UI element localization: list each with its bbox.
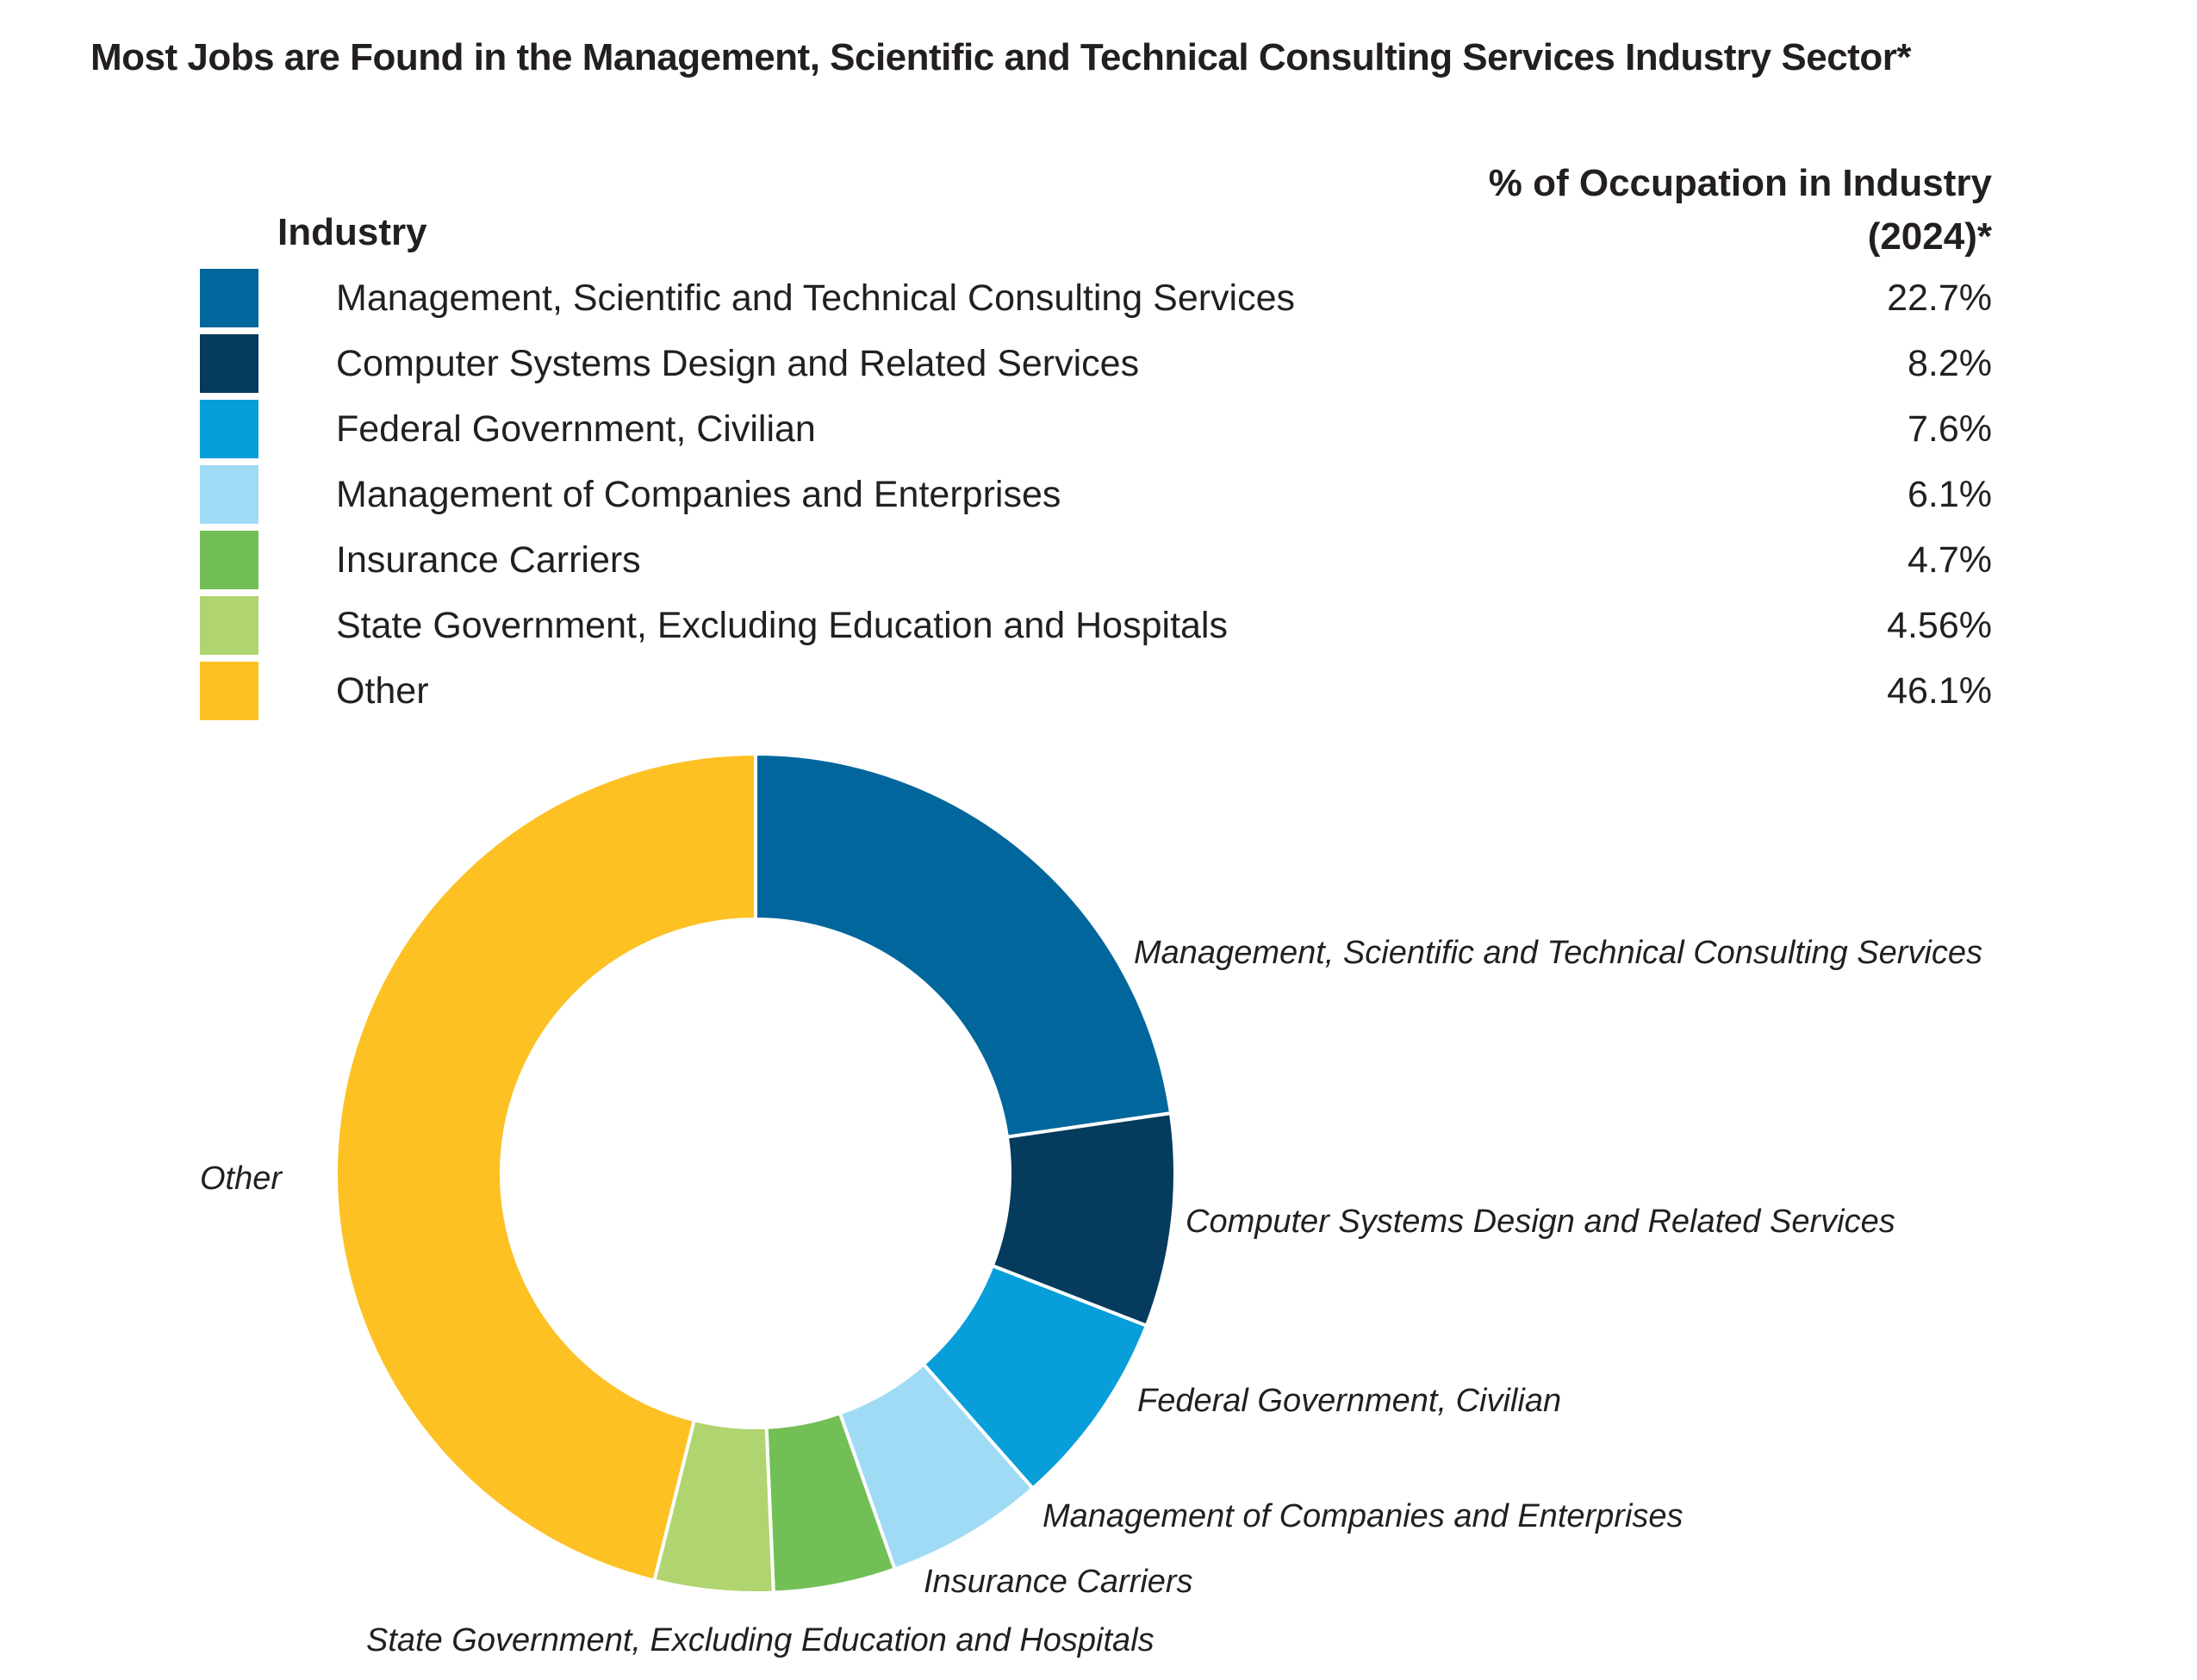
legend-value: 4.56% [1887, 604, 1992, 646]
legend-label: Management of Companies and Enterprises [336, 473, 1061, 515]
legend-label: Federal Government, Civilian [336, 408, 816, 450]
legend-value: 4.7% [1907, 538, 1992, 581]
chart-title: Most Jobs are Found in the Management, S… [90, 36, 1911, 78]
legend-item: Management, Scientific and Technical Con… [200, 265, 1992, 331]
legend-item: State Government, Excluding Education an… [200, 593, 1992, 658]
legend-item: Computer Systems Design and Related Serv… [200, 331, 1992, 396]
legend-value: 6.1% [1907, 473, 1992, 515]
legend-swatch [200, 596, 258, 655]
legend-value: 7.6% [1907, 408, 1992, 450]
legend-item: Management of Companies and Enterprises … [200, 462, 1992, 527]
legend-header-percent-line1: % of Occupation in Industry [1488, 162, 1992, 204]
legend-header-percent: % of Occupation in Industry (2024)* [1489, 157, 1992, 264]
donut-slice [334, 751, 757, 1584]
slice-label: Other [200, 1160, 283, 1197]
slice-label: Computer Systems Design and Related Serv… [1186, 1204, 1895, 1240]
legend-label: State Government, Excluding Education an… [336, 604, 1228, 646]
legend-swatch [200, 400, 258, 458]
slice-label: Insurance Carriers [924, 1564, 1193, 1600]
slice-label: Federal Government, Civilian [1137, 1383, 1561, 1419]
donut-labels: Management, Scientific and Technical Con… [200, 935, 1982, 1658]
legend-label: Computer Systems Design and Related Serv… [336, 342, 1140, 384]
legend-swatch [200, 531, 258, 589]
donut-slice [754, 751, 1173, 1139]
legend-value: 22.7% [1887, 277, 1992, 319]
legend-label: Other [336, 669, 429, 712]
legend-swatch [200, 465, 258, 524]
slice-label: State Government, Excluding Education an… [366, 1622, 1155, 1658]
legend-value: 46.1% [1887, 669, 1992, 712]
slice-label: Management of Companies and Enterprises [1042, 1498, 1684, 1534]
slice-label: Management, Scientific and Technical Con… [1134, 935, 1982, 971]
legend-swatch [200, 269, 258, 327]
legend-swatch [200, 662, 258, 720]
legend-value: 8.2% [1907, 342, 1992, 384]
legend-header-percent-line2: (2024)* [1867, 215, 1992, 258]
donut-slices [334, 751, 1177, 1595]
legend-label: Insurance Carriers [336, 538, 641, 581]
legend: Management, Scientific and Technical Con… [200, 265, 1992, 724]
legend-item: Federal Government, Civilian 7.6% [200, 396, 1992, 462]
legend-header-industry: Industry [277, 211, 427, 253]
legend-item: Other 46.1% [200, 658, 1992, 724]
legend-swatch [200, 334, 258, 393]
legend-item: Insurance Carriers 4.7% [200, 527, 1992, 593]
legend-label: Management, Scientific and Technical Con… [336, 277, 1296, 319]
